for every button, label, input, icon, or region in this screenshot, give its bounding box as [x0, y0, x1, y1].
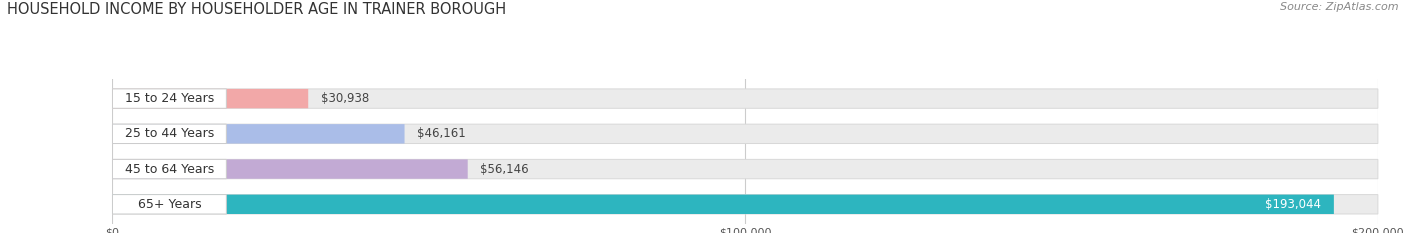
Text: $193,044: $193,044 [1265, 198, 1322, 211]
FancyBboxPatch shape [112, 195, 226, 214]
FancyBboxPatch shape [112, 159, 468, 179]
Text: 65+ Years: 65+ Years [138, 198, 201, 211]
Text: 45 to 64 Years: 45 to 64 Years [125, 163, 214, 176]
FancyBboxPatch shape [112, 89, 226, 108]
Text: $56,146: $56,146 [481, 163, 529, 176]
Text: Source: ZipAtlas.com: Source: ZipAtlas.com [1281, 2, 1399, 12]
FancyBboxPatch shape [112, 159, 1378, 179]
FancyBboxPatch shape [112, 124, 1378, 144]
FancyBboxPatch shape [112, 89, 1378, 108]
FancyBboxPatch shape [112, 159, 226, 179]
FancyBboxPatch shape [112, 195, 1378, 214]
FancyBboxPatch shape [112, 195, 1334, 214]
Text: 15 to 24 Years: 15 to 24 Years [125, 92, 214, 105]
Text: $30,938: $30,938 [321, 92, 370, 105]
Text: $46,161: $46,161 [418, 127, 465, 140]
FancyBboxPatch shape [112, 124, 226, 144]
Text: HOUSEHOLD INCOME BY HOUSEHOLDER AGE IN TRAINER BOROUGH: HOUSEHOLD INCOME BY HOUSEHOLDER AGE IN T… [7, 2, 506, 17]
FancyBboxPatch shape [112, 124, 405, 144]
Text: 25 to 44 Years: 25 to 44 Years [125, 127, 214, 140]
FancyBboxPatch shape [112, 89, 308, 108]
